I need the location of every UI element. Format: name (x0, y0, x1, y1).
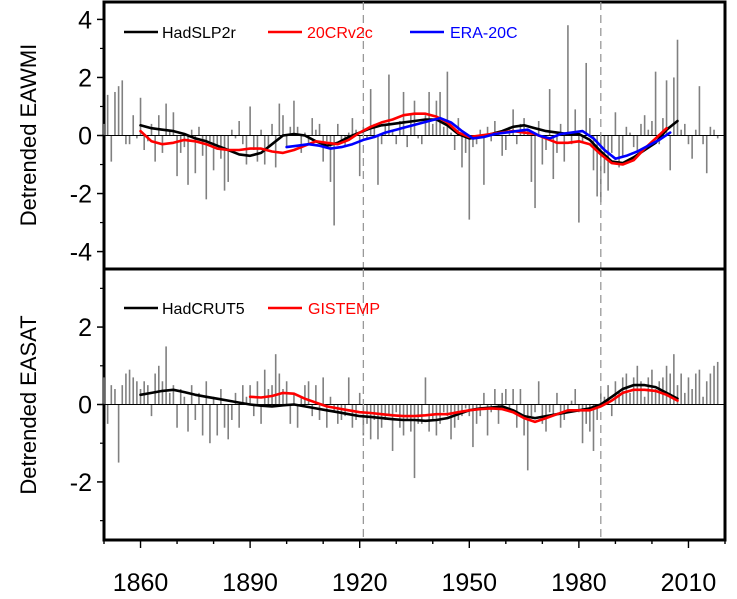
bottom-legend: HadCRUT5 GISTEMP (124, 301, 380, 318)
legend-label-hadcrut5: HadCRUT5 (162, 301, 245, 318)
bottom-x-axis: 1860 1890 1920 1950 1980 2010 (103, 540, 726, 597)
x-tick-label: 1920 (332, 569, 388, 597)
bottom-panel: -2 0 2 1860 1890 1920 1950 1980 2010 Detrended … (16, 267, 727, 597)
y-tick-label: 2 (78, 314, 92, 342)
legend-label-era20c: ERA-20C (450, 25, 518, 42)
top-y-axis-label: Detrended EAWMI (16, 44, 41, 227)
series-line-gistemp (248, 388, 679, 424)
x-tick-label: 1890 (222, 569, 278, 597)
bottom-y-axis-label: Detrended EASAT (16, 315, 41, 494)
y-tick-label: 2 (78, 64, 92, 92)
y-tick-label: 0 (78, 392, 92, 420)
x-tick-label: 1980 (551, 569, 607, 597)
top-legend: HadSLP2r 20CRv2c ERA-20C (124, 25, 518, 42)
y-tick-label: -2 (70, 181, 92, 209)
series-line-20crv2c (139, 112, 668, 166)
legend-label-gistemp: GISTEMP (308, 301, 380, 318)
y-tick-label: 4 (78, 6, 92, 34)
top-panel: -4 -2 0 2 4 Detrended EAWMI HadSLP2r 20CRv2c… (16, 0, 727, 271)
legend-label-20crv2c: 20CRv2c (307, 25, 373, 42)
y-tick-label: 0 (78, 123, 92, 151)
x-tick-label: 1860 (113, 569, 169, 597)
top-y-axis: -4 -2 0 2 4 (70, 6, 104, 267)
legend-label-hadslp2r: HadSLP2r (162, 25, 236, 42)
top-vlines (362, 2, 602, 269)
y-tick-label: -4 (70, 239, 92, 267)
x-tick-label: 1950 (441, 569, 497, 597)
series-line-hadcrut5 (139, 383, 679, 423)
bottom-y-axis: -2 0 2 (70, 287, 104, 522)
y-tick-label: -2 (70, 469, 92, 497)
series-line-era20c (285, 116, 672, 160)
top-series (139, 112, 679, 166)
x-tick-label: 2010 (661, 569, 717, 597)
bottom-bars (103, 346, 719, 479)
bottom-series (139, 383, 679, 424)
